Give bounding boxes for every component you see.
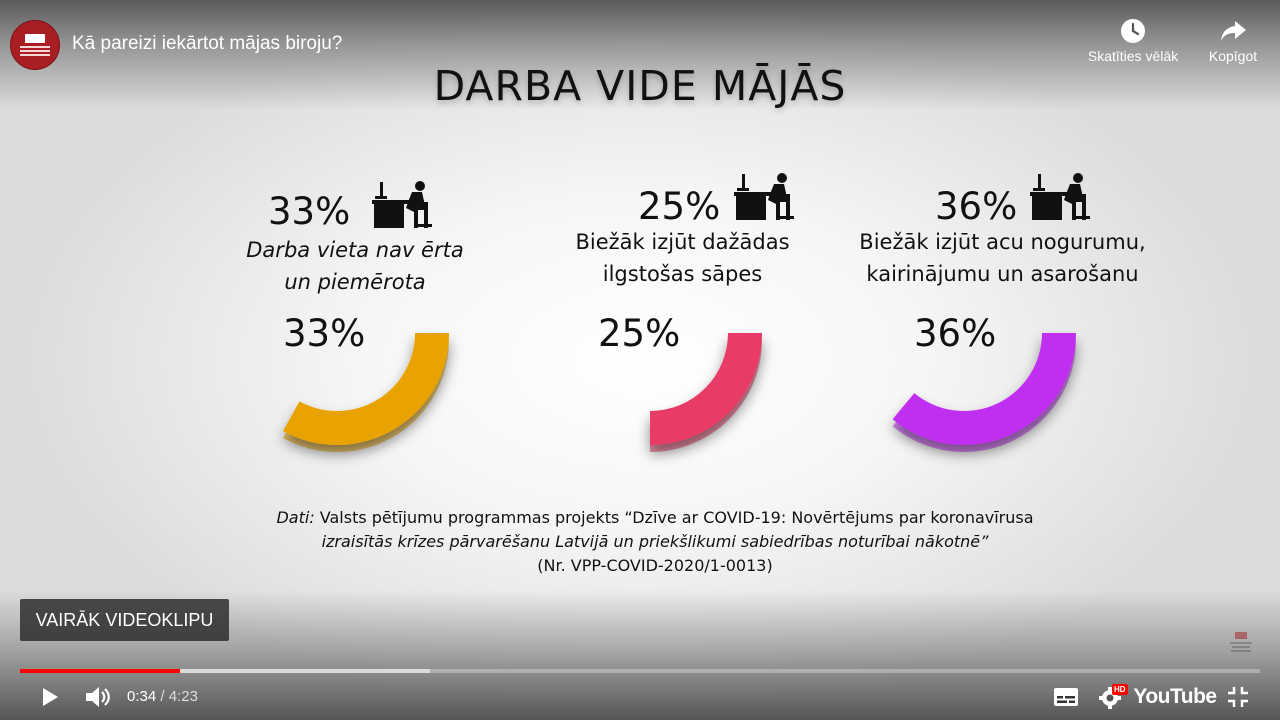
avatar-logo-line: [20, 45, 50, 48]
stat-2-label: Biežāk izjūt dažādas ilgstošas sāpes: [545, 226, 820, 290]
channel-avatar[interactable]: [10, 20, 60, 70]
avatar-logo-line: [20, 49, 50, 52]
duration: 4:23: [168, 688, 198, 705]
desk-worker-icon: [734, 173, 794, 220]
progress-played: [20, 669, 180, 673]
avatar-logo-line: [20, 53, 50, 56]
stat-2-label-line-1: Biežāk izjūt dažādas: [575, 230, 790, 254]
stat-1-label: Darba vieta nav ērta un piemērota: [210, 234, 500, 298]
avatar-logo-mark: [25, 33, 45, 43]
stat-1-percent-header: 33%: [268, 190, 351, 233]
desk-worker-icon: [1030, 173, 1090, 220]
more-videos-button[interactable]: VAIRĀK VIDEOKLIPU: [20, 599, 229, 641]
stat-3-label-line-1: Biežāk izjūt acu nogurumu,: [859, 230, 1146, 254]
stat-2-percent-gauge: 25%: [598, 312, 681, 355]
source-line-2: izraisītās krīzes pārvarēšanu Latvijā un…: [321, 532, 989, 551]
current-time: 0:34: [127, 688, 157, 705]
youtube-wordmark: YouTube: [1133, 685, 1217, 708]
time-separator: /: [156, 688, 169, 705]
desk-worker-icon: [372, 181, 432, 228]
video-title[interactable]: Kā pareizi iekārtot mājas biroju?: [72, 33, 343, 54]
share-label: Kopīgot: [1208, 48, 1258, 64]
play-button[interactable]: [34, 682, 64, 712]
volume-button[interactable]: [82, 682, 114, 712]
stat-3-percent-header: 36%: [935, 185, 1018, 228]
stat-2-percent-header: 25%: [638, 185, 721, 228]
play-icon: [43, 688, 58, 706]
watch-later-label: Skatīties vēlāk: [1087, 48, 1179, 64]
source-line-1: Valsts pētījumu programmas projekts “Dzī…: [314, 508, 1034, 527]
source-prefix: Dati:: [276, 508, 315, 527]
watch-later-button[interactable]: Skatīties vēlāk: [1076, 14, 1190, 64]
stat-1-percent-gauge: 33%: [283, 312, 366, 355]
fullscreen-exit-icon: [1228, 687, 1248, 707]
gauge-arc-2: [650, 333, 762, 445]
progress-bar[interactable]: [20, 669, 1260, 673]
stat-1-label-line-1: Darba vieta nav ērta: [246, 238, 464, 262]
settings-button[interactable]: HD: [1096, 682, 1130, 712]
stat-3-percent-gauge: 36%: [914, 312, 997, 355]
time-display: 0:34 / 4:23: [127, 688, 198, 705]
gauge-arc-1: [283, 333, 449, 446]
volume-icon: [86, 687, 110, 707]
hd-badge: HD: [1112, 684, 1128, 695]
stat-3-label: Biežāk izjūt acu nogurumu, kairinājumu u…: [830, 226, 1175, 290]
fullscreen-exit-button[interactable]: [1224, 682, 1252, 712]
progress-buffered: [20, 669, 431, 673]
youtube-logo-button[interactable]: YouTube: [1133, 682, 1217, 712]
source-note: Dati: Valsts pētījumu programmas projekt…: [230, 506, 1080, 578]
stat-2-label-line-2: ilgstošas sāpes: [602, 262, 763, 286]
subtitles-button[interactable]: [1050, 682, 1082, 712]
slide-headline: DARBA VIDE MĀJĀS: [433, 62, 847, 110]
stat-3-label-line-2: kairinājumu un asarošanu: [866, 262, 1139, 286]
clock-icon: [1121, 19, 1145, 43]
subtitles-icon: [1054, 688, 1078, 706]
share-arrow-icon: [1221, 21, 1246, 41]
top-gradient: [0, 0, 1280, 110]
source-line-3: (Nr. VPP-COVID-2020/1-0013): [537, 556, 773, 575]
gauge-arc-3: [892, 333, 1076, 445]
share-button[interactable]: Kopīgot: [1200, 14, 1266, 64]
stat-1-label-line-2: un piemērota: [284, 270, 426, 294]
